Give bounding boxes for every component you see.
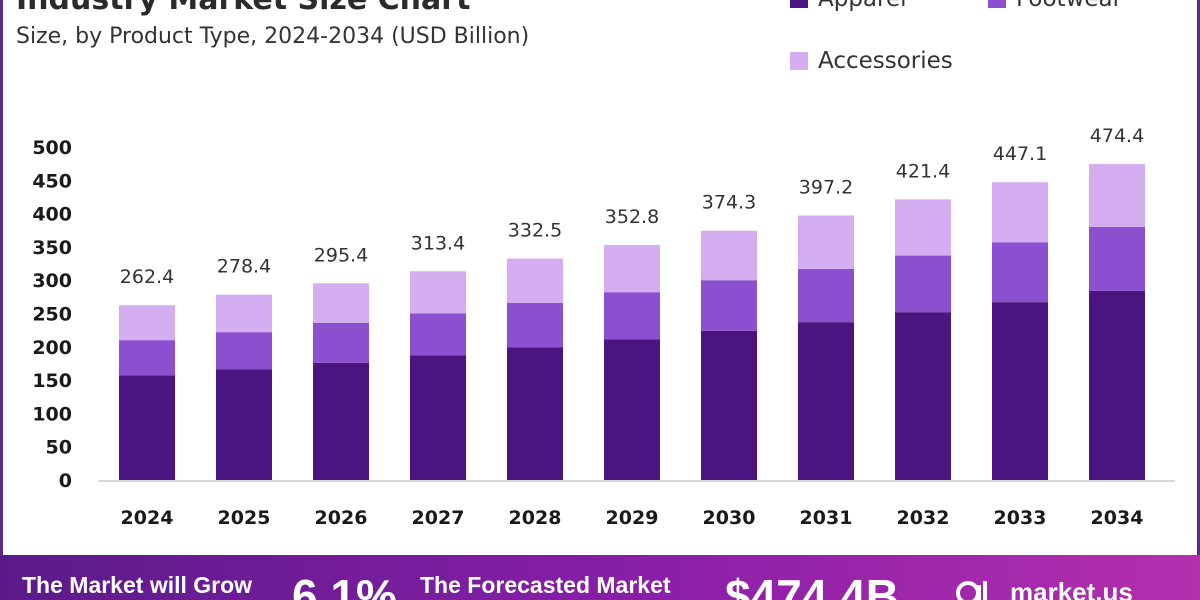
brand-name: market.us xyxy=(1010,577,1133,600)
bar-apparel-2032 xyxy=(895,312,951,480)
y-tick-label-250: 250 xyxy=(32,304,72,326)
bar-apparel-2027 xyxy=(410,355,466,480)
bar-footwear-2034 xyxy=(1089,226,1145,291)
legend-item-footwear: Footwear xyxy=(988,0,1122,12)
bar-apparel-2025 xyxy=(216,369,272,480)
chart-subtitle: Size, by Product Type, 2024-2034 (USD Bi… xyxy=(16,24,530,49)
total-label-2026: 295.4 xyxy=(314,244,368,266)
bar-footwear-2033 xyxy=(992,242,1048,303)
legend-item-apparel: Apparel xyxy=(790,0,907,12)
total-label-2031: 397.2 xyxy=(799,176,853,198)
brand-logo-icon xyxy=(956,581,987,600)
bar-apparel-2031 xyxy=(798,322,854,480)
bar-accessories-2025 xyxy=(216,294,272,333)
chart-title: Industry Market Size Chart xyxy=(16,0,470,17)
x-tick-label-2034: 2034 xyxy=(1091,507,1144,529)
total-label-2028: 332.5 xyxy=(508,220,562,242)
total-label-2027: 313.4 xyxy=(411,232,465,254)
legend-swatch-accessories xyxy=(790,52,808,70)
bar-apparel-2033 xyxy=(992,302,1048,480)
x-tick-label-2025: 2025 xyxy=(218,507,271,529)
banner-cagr-value: 6.1% xyxy=(292,570,397,600)
legend-swatch-footwear xyxy=(988,0,1006,8)
legend-label-footwear: Footwear xyxy=(1016,0,1122,12)
legend-item-accessories: Accessories xyxy=(790,48,953,74)
bar-apparel-2029 xyxy=(604,339,660,480)
total-label-2032: 421.4 xyxy=(896,160,950,182)
stacked-bar-chart: 0 50 100 150 200 250 300 350 400 450 500 262.4 2024 2… xyxy=(32,125,1175,529)
banner-forecast-label: The Forecasted Market xyxy=(420,572,671,598)
y-tick-label-500: 500 xyxy=(32,137,72,159)
x-tick-label-2030: 2030 xyxy=(703,507,756,529)
bar-accessories-2026 xyxy=(313,283,369,323)
bar-footwear-2025 xyxy=(216,332,272,370)
bar-apparel-2030 xyxy=(701,330,757,480)
y-tick-label-300: 300 xyxy=(32,270,72,292)
bar-apparel-2024 xyxy=(119,375,175,480)
y-tick-label-50: 50 xyxy=(46,437,72,459)
bar-apparel-2026 xyxy=(313,362,369,480)
x-tick-label-2029: 2029 xyxy=(606,507,659,529)
bar-footwear-2027 xyxy=(410,313,466,356)
total-label-2034: 474.4 xyxy=(1090,125,1144,147)
bar-footwear-2031 xyxy=(798,268,854,323)
bar-footwear-2030 xyxy=(701,280,757,331)
banner-grow-label: The Market will Grow xyxy=(22,572,253,598)
x-tick-label-2031: 2031 xyxy=(800,507,853,529)
bar-footwear-2032 xyxy=(895,255,951,313)
x-tick-label-2033: 2033 xyxy=(994,507,1047,529)
bar-footwear-2029 xyxy=(604,292,660,340)
banner-forecast-value: $474.4B xyxy=(725,570,899,600)
bar-accessories-2029 xyxy=(604,245,660,293)
x-tick-label-2028: 2028 xyxy=(509,507,562,529)
legend-label-apparel: Apparel xyxy=(818,0,907,12)
total-label-2025: 278.4 xyxy=(217,256,271,278)
summary-banner: The Market will Grow 6.1% The Forecasted… xyxy=(0,555,1200,600)
legend-swatch-apparel xyxy=(790,0,808,8)
y-tick-label-350: 350 xyxy=(32,237,72,259)
bar-accessories-2030 xyxy=(701,230,757,281)
bar-accessories-2032 xyxy=(895,199,951,256)
total-label-2024: 262.4 xyxy=(120,266,174,288)
y-tick-label-100: 100 xyxy=(32,403,72,425)
x-tick-label-2032: 2032 xyxy=(897,507,950,529)
y-tick-label-0: 0 xyxy=(59,470,72,492)
legend-label-accessories: Accessories xyxy=(818,48,953,74)
bar-accessories-2034 xyxy=(1089,164,1145,227)
bar-apparel-2028 xyxy=(507,347,563,480)
x-tick-label-2024: 2024 xyxy=(121,507,174,529)
y-tick-label-450: 450 xyxy=(32,170,72,192)
bar-accessories-2033 xyxy=(992,182,1048,243)
bar-accessories-2028 xyxy=(507,258,563,303)
y-tick-label-400: 400 xyxy=(32,204,72,226)
bar-footwear-2028 xyxy=(507,302,563,348)
y-tick-label-200: 200 xyxy=(32,337,72,359)
bar-accessories-2027 xyxy=(410,271,466,314)
bar-accessories-2031 xyxy=(798,215,854,269)
bar-footwear-2024 xyxy=(119,340,175,376)
x-tick-label-2026: 2026 xyxy=(315,507,368,529)
bar-footwear-2026 xyxy=(313,322,369,363)
total-label-2033: 447.1 xyxy=(993,143,1047,165)
total-label-2030: 374.3 xyxy=(702,192,756,214)
total-label-2029: 352.8 xyxy=(605,206,659,228)
bar-apparel-2034 xyxy=(1089,290,1145,480)
bar-accessories-2024 xyxy=(119,305,175,341)
y-tick-label-150: 150 xyxy=(32,370,72,392)
x-tick-label-2027: 2027 xyxy=(412,507,465,529)
